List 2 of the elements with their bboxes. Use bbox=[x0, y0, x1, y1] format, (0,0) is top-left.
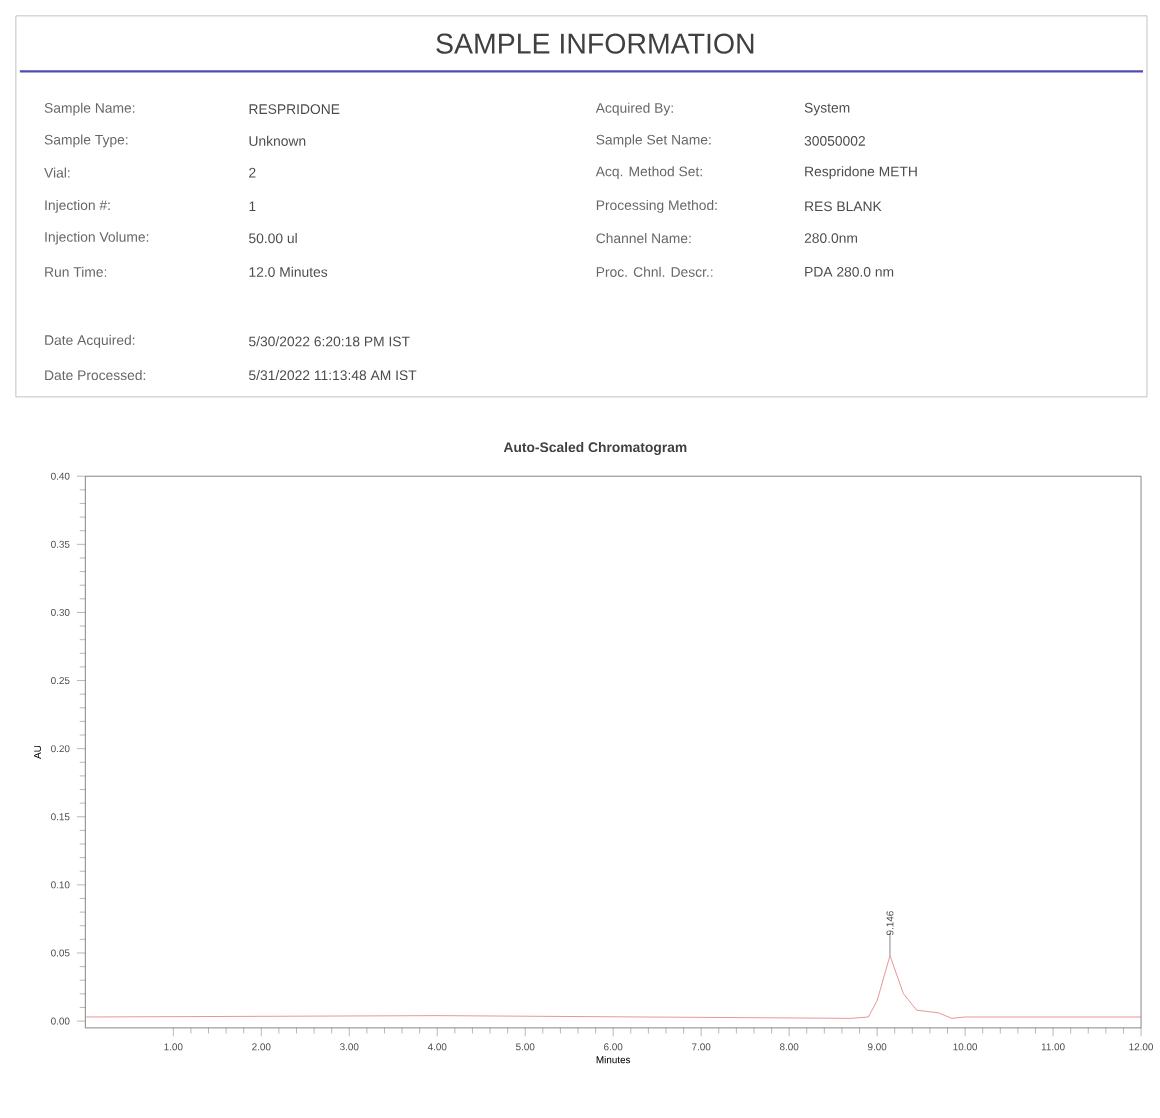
line-series bbox=[85, 955, 1142, 1020]
chart-title: SAMPLE INFORMATION bbox=[436, 33, 754, 55]
